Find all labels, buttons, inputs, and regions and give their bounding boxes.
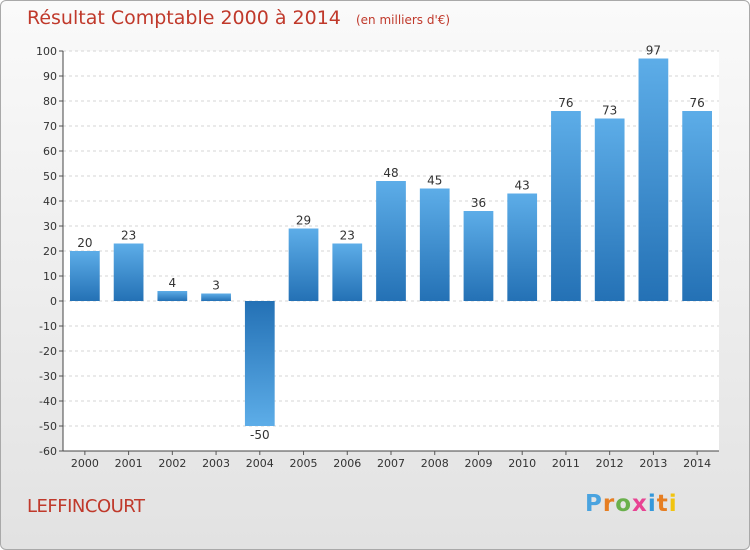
x-tick-label: 2013 bbox=[639, 457, 667, 470]
x-tick-label: 2004 bbox=[246, 457, 274, 470]
y-tick-label: 70 bbox=[43, 120, 57, 133]
value-label: 76 bbox=[689, 96, 704, 110]
logo-letter: o bbox=[615, 491, 633, 517]
y-tick-label: 30 bbox=[43, 220, 57, 233]
x-tick-label: 2007 bbox=[377, 457, 405, 470]
logo-letter: t bbox=[656, 491, 669, 517]
y-tick-label: 60 bbox=[43, 145, 57, 158]
bar bbox=[594, 118, 625, 301]
y-tick-label: 20 bbox=[43, 245, 57, 258]
bar bbox=[419, 188, 450, 301]
x-tick-label: 2009 bbox=[464, 457, 492, 470]
value-label: 29 bbox=[296, 214, 311, 228]
title-row: Résultat Comptable 2000 à 2014 (en milli… bbox=[27, 7, 450, 29]
y-tick-label: -40 bbox=[39, 395, 57, 408]
y-tick-label: 10 bbox=[43, 270, 57, 283]
bar bbox=[376, 181, 406, 301]
bar bbox=[507, 193, 538, 301]
y-tick-label: -30 bbox=[39, 370, 57, 383]
x-tick-label: 2003 bbox=[202, 457, 230, 470]
x-tick-label: 2014 bbox=[683, 457, 711, 470]
x-tick-label: 2012 bbox=[596, 457, 624, 470]
bar bbox=[244, 301, 275, 426]
y-tick-label: 90 bbox=[43, 70, 57, 83]
logo-letter: x bbox=[632, 491, 648, 517]
bar bbox=[332, 243, 363, 301]
logo-letter: i bbox=[647, 491, 657, 517]
value-label: 76 bbox=[558, 96, 573, 110]
y-tick-label: -20 bbox=[39, 345, 57, 358]
bar bbox=[638, 58, 669, 301]
bar bbox=[201, 293, 231, 301]
x-tick-label: 2005 bbox=[290, 457, 318, 470]
y-tick-label: 100 bbox=[36, 45, 57, 58]
x-tick-label: 2006 bbox=[333, 457, 361, 470]
value-label: 23 bbox=[121, 229, 136, 243]
value-label: 97 bbox=[646, 44, 661, 58]
bar bbox=[551, 111, 581, 301]
bar bbox=[113, 243, 144, 301]
x-tick-label: 2002 bbox=[158, 457, 186, 470]
y-tick-label: -10 bbox=[39, 320, 57, 333]
x-tick-label: 2010 bbox=[508, 457, 536, 470]
value-label: 45 bbox=[427, 174, 442, 188]
value-label: 23 bbox=[340, 229, 355, 243]
value-label: 36 bbox=[471, 196, 486, 210]
logo-letter: i bbox=[668, 491, 678, 517]
value-label: 73 bbox=[602, 104, 617, 118]
value-label: 48 bbox=[383, 166, 398, 180]
y-tick-label: 0 bbox=[50, 295, 57, 308]
x-tick-label: 2008 bbox=[421, 457, 449, 470]
value-label: 3 bbox=[212, 279, 220, 293]
bar bbox=[69, 251, 100, 301]
chart-title: Résultat Comptable 2000 à 2014 bbox=[27, 7, 341, 29]
bar bbox=[157, 291, 188, 301]
bar bbox=[288, 228, 319, 301]
value-label: 4 bbox=[169, 276, 177, 290]
x-tick-label: 2000 bbox=[71, 457, 99, 470]
value-label: 43 bbox=[515, 179, 530, 193]
chart-subtitle: (en milliers d'€) bbox=[355, 13, 451, 27]
town-name: LEFFINCOURT bbox=[27, 496, 145, 517]
value-label: -50 bbox=[250, 428, 270, 442]
bar bbox=[682, 111, 713, 301]
y-tick-label: 40 bbox=[43, 195, 57, 208]
bar bbox=[463, 211, 494, 301]
proxiti-logo: Proxiti bbox=[585, 491, 678, 517]
value-label: 20 bbox=[77, 236, 92, 250]
x-tick-label: 2001 bbox=[115, 457, 143, 470]
y-tick-label: -60 bbox=[39, 445, 57, 458]
y-tick-label: 50 bbox=[43, 170, 57, 183]
logo-letter: r bbox=[602, 491, 616, 517]
y-tick-label: -50 bbox=[39, 420, 57, 433]
logo-letter: P bbox=[585, 491, 603, 517]
x-tick-label: 2011 bbox=[552, 457, 580, 470]
y-tick-label: 80 bbox=[43, 95, 57, 108]
